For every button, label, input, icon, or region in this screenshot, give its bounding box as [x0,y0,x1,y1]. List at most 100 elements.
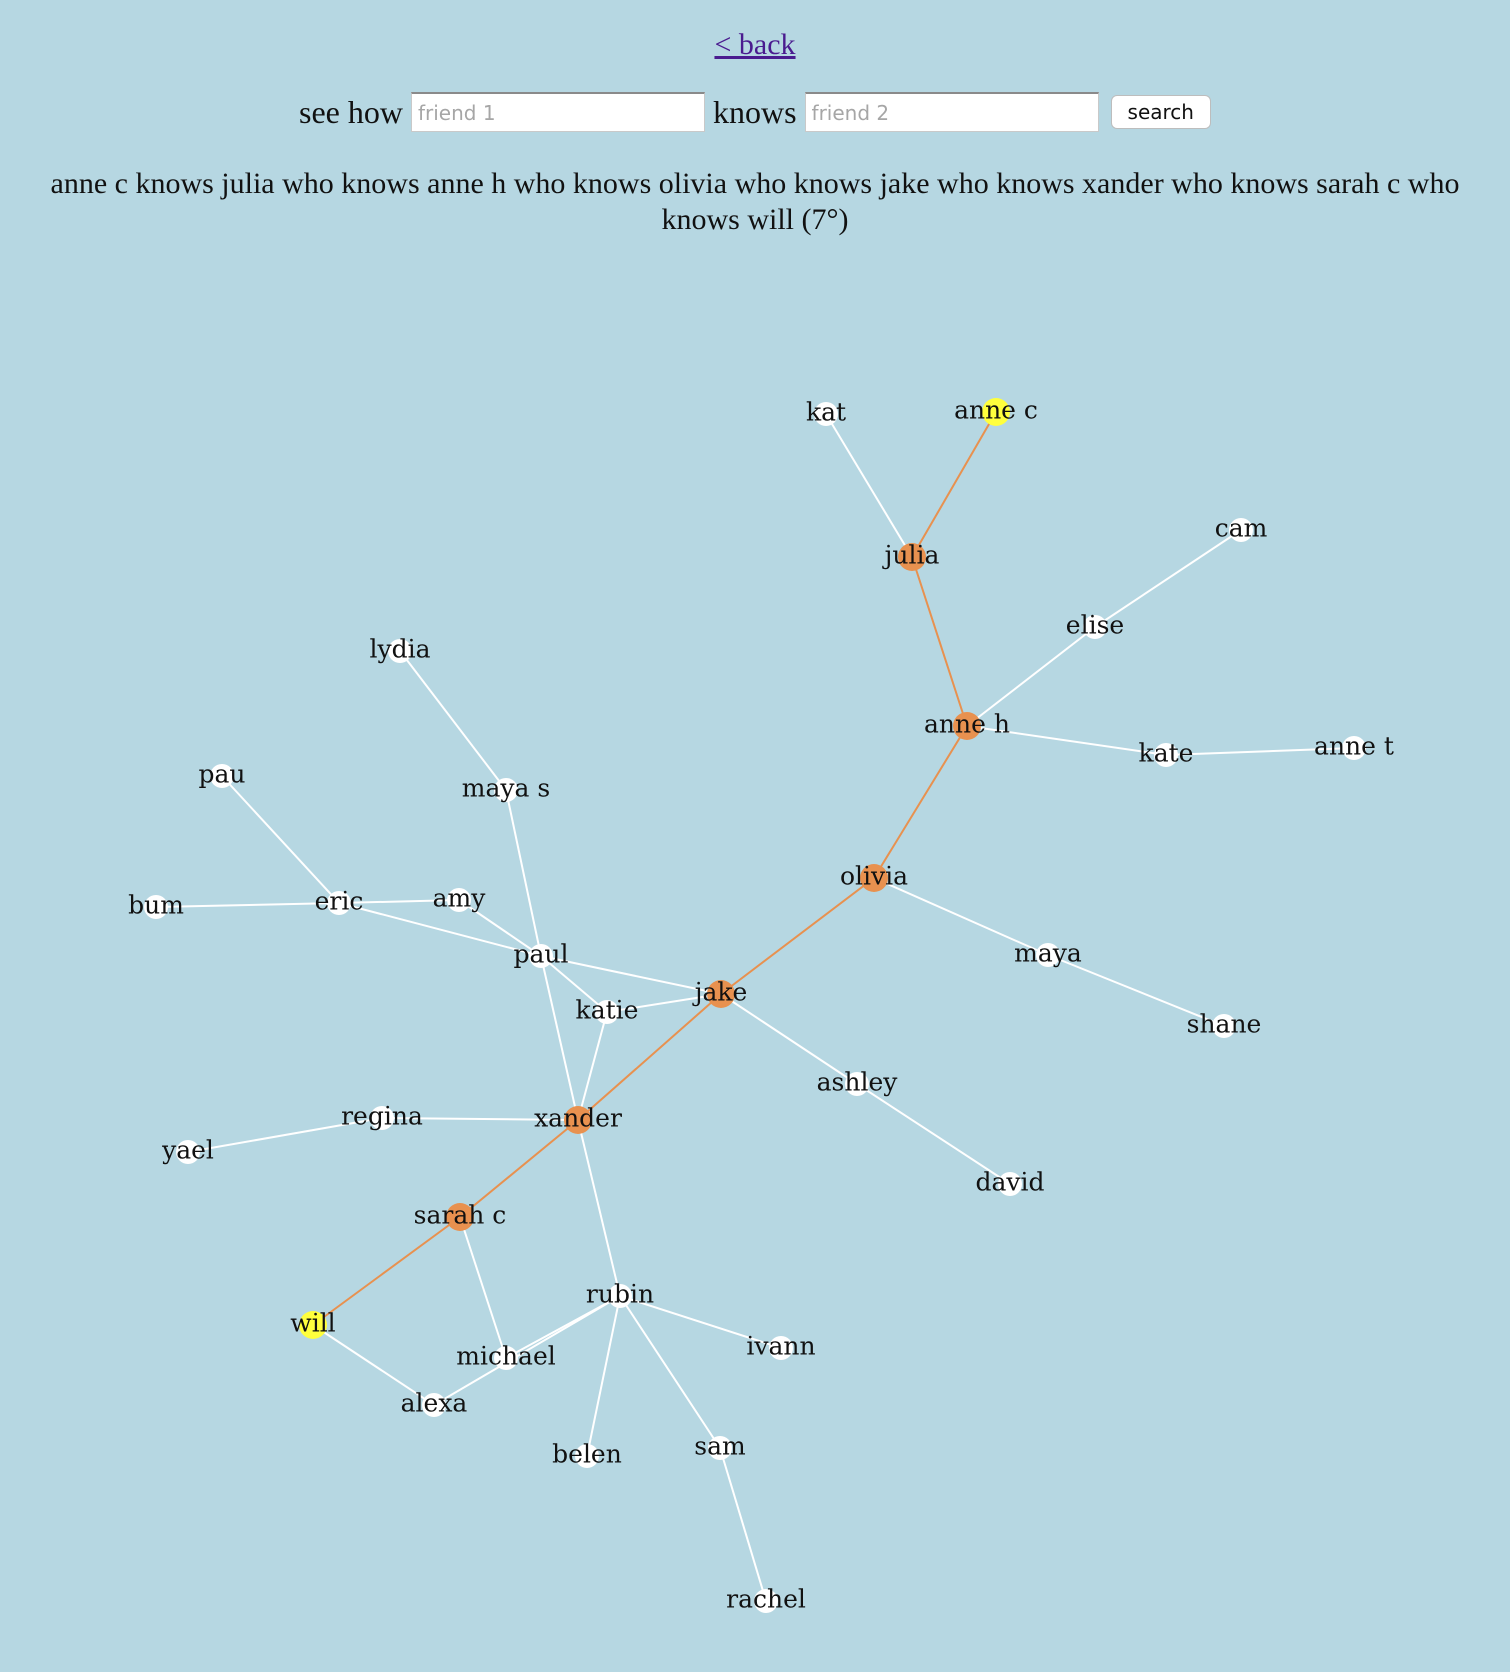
node-shane[interactable]: shane [1187,1010,1262,1039]
edge-amy-paul [458,899,542,957]
node-michael[interactable]: michael [456,1342,556,1371]
edge-jake-xander [577,993,722,1121]
node-anne-c[interactable]: anne c [954,396,1038,427]
edge-paul-xander [540,955,579,1121]
node-circle[interactable] [769,1336,793,1360]
node-sam[interactable]: sam [694,1432,746,1461]
node-belen[interactable]: belen [552,1440,622,1469]
node-circle[interactable] [494,1346,518,1370]
node-ashley[interactable]: ashley [817,1068,899,1097]
edge-cam-elise [1094,529,1242,628]
node-circle[interactable] [529,944,553,968]
node-circle[interactable] [299,1311,327,1339]
edge-anne-c-julia [911,411,997,558]
node-xander[interactable]: xander [534,1104,622,1135]
node-julia[interactable]: julia [882,541,940,572]
edge-jake-ashley [720,993,858,1085]
node-circle[interactable] [595,1000,619,1024]
node-label: anne c [954,396,1038,425]
node-circle[interactable] [388,639,412,663]
node-will[interactable]: will [290,1309,336,1340]
search-button[interactable]: search [1110,95,1211,129]
friend2-input[interactable] [804,92,1099,132]
node-rubin[interactable]: rubin [586,1280,654,1309]
node-label: belen [552,1440,622,1469]
node-circle[interactable] [494,778,518,802]
node-circle[interactable] [754,1589,778,1613]
node-circle[interactable] [1083,615,1107,639]
node-amy[interactable]: amy [433,884,487,913]
node-kat[interactable]: kat [806,398,846,427]
node-label: david [975,1168,1044,1197]
node-label: cam [1215,514,1268,543]
node-circle[interactable] [1036,943,1060,967]
node-david[interactable]: david [975,1168,1044,1197]
node-eric[interactable]: eric [315,887,364,916]
node-circle[interactable] [953,712,981,740]
node-label: katie [576,996,639,1025]
node-label: rachel [726,1585,806,1614]
edge-paul-jake [540,955,722,995]
node-olivia[interactable]: olivia [840,862,908,893]
node-bum[interactable]: bum [128,891,184,920]
edge-anne-h-kate [966,725,1167,756]
result-path-text: anne c knows julia who knows anne h who … [50,167,1460,236]
node-circle[interactable] [898,543,926,571]
node-cam[interactable]: cam [1215,514,1268,543]
node-circle[interactable] [814,402,838,426]
node-circle[interactable] [564,1106,592,1134]
edge-elise-anne-h [966,626,1096,727]
node-circle[interactable] [422,1393,446,1417]
node-paul[interactable]: paul [513,940,568,969]
node-alexa[interactable]: alexa [401,1389,468,1418]
node-lydia[interactable]: lydia [369,635,430,664]
node-kate[interactable]: kate [1139,739,1194,768]
search-form: see how knows search [0,92,1510,132]
node-circle[interactable] [446,1203,474,1231]
edge-regina-xander [381,1117,579,1121]
node-rachel[interactable]: rachel [726,1585,806,1614]
node-pau[interactable]: pau [198,760,245,789]
node-circle[interactable] [1154,743,1178,767]
node-circle[interactable] [176,1140,200,1164]
node-anne-h[interactable]: anne h [924,710,1010,741]
edge-sarah-c-will [312,1216,461,1326]
node-circle[interactable] [708,1436,732,1460]
node-circle[interactable] [1212,1014,1236,1038]
node-circle[interactable] [845,1072,869,1096]
edge-xander-sarah-c [459,1119,579,1218]
node-regina[interactable]: regina [341,1102,423,1131]
node-circle[interactable] [982,398,1010,426]
edge-anne-h-olivia [873,725,968,879]
node-jake[interactable]: jake [692,978,748,1009]
node-circle[interactable] [608,1284,632,1308]
node-maya-s[interactable]: maya s [462,774,550,803]
node-maya[interactable]: maya [1014,939,1082,968]
node-yael[interactable]: yael [161,1136,214,1165]
edge-maya-shane [1047,954,1225,1027]
node-circle[interactable] [707,980,735,1008]
node-circle[interactable] [327,891,351,915]
node-sarah-c[interactable]: sarah c [414,1201,507,1232]
node-circle[interactable] [370,1106,394,1130]
node-circle[interactable] [860,864,888,892]
node-circle[interactable] [1229,518,1253,542]
node-circle[interactable] [575,1444,599,1468]
edge-eric-amy [338,899,460,904]
back-link[interactable]: < back [714,28,796,61]
node-ivann[interactable]: ivann [746,1332,815,1361]
edge-sarah-c-michael [459,1216,507,1359]
node-circle[interactable] [1342,736,1366,760]
node-label: anne h [924,710,1010,739]
node-circle[interactable] [998,1172,1022,1196]
node-label: ashley [817,1068,899,1097]
node-anne-t[interactable]: anne t [1314,732,1394,761]
node-circle[interactable] [447,888,471,912]
friend1-input[interactable] [410,92,705,132]
node-circle[interactable] [210,764,234,788]
node-katie[interactable]: katie [576,996,639,1025]
node-circle[interactable] [144,895,168,919]
node-elise[interactable]: elise [1066,611,1124,640]
edge-will-alexa [312,1324,435,1406]
